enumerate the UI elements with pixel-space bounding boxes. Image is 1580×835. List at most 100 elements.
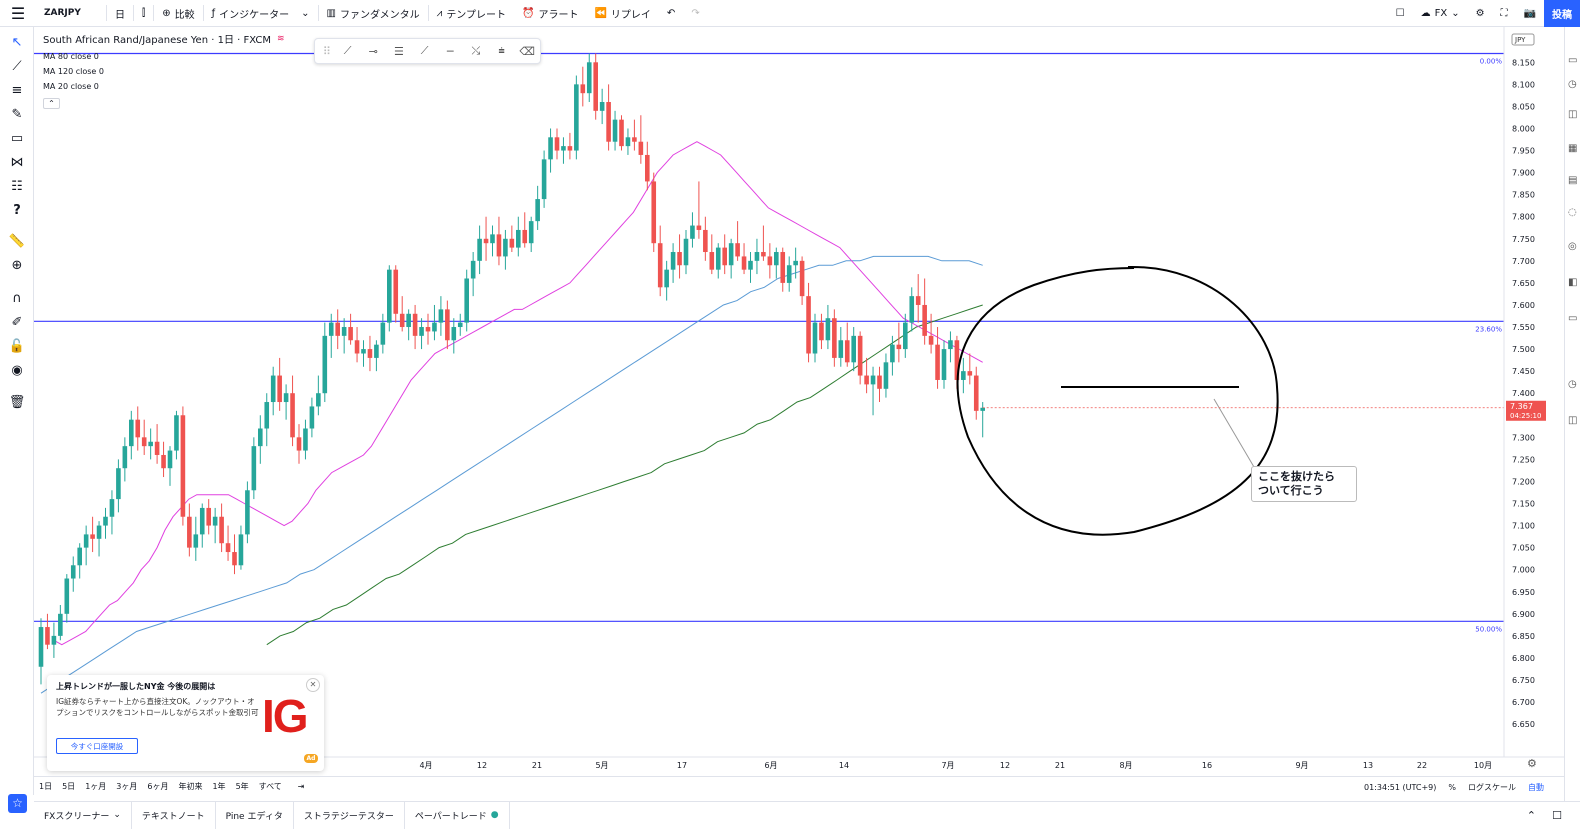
candle-body: [277, 375, 282, 403]
calendar-icon[interactable]: ▤: [1568, 175, 1578, 186]
panel-collapse-icon[interactable]: ⌃: [1526, 808, 1536, 822]
replay-button[interactable]: ⏪ リプレイ: [586, 0, 658, 27]
question-icon[interactable]: ?: [13, 202, 21, 218]
eraser-icon[interactable]: ⌫: [519, 44, 535, 58]
candle-body: [535, 199, 540, 222]
fib-icon[interactable]: ≡: [11, 82, 23, 98]
undo-button[interactable]: ↶: [659, 0, 683, 27]
compare-button[interactable]: ⊕ 比較: [154, 0, 202, 27]
trash-icon[interactable]: 🗑: [8, 394, 26, 410]
legend-ma120[interactable]: MA 120 close 0: [43, 67, 104, 76]
path-icon[interactable]: ⤯: [471, 44, 481, 57]
drag-handle-icon[interactable]: ⠿: [322, 44, 331, 58]
tab-text-notes[interactable]: テキストノート: [132, 801, 216, 829]
watchlist-icon[interactable]: ▭: [1568, 55, 1578, 66]
streams-icon[interactable]: ◎: [1568, 241, 1577, 252]
range-ytd[interactable]: 年初来: [178, 782, 203, 791]
brush-icon[interactable]: ✎: [11, 106, 23, 122]
fundamentals-button[interactable]: ▥ ファンダメンタル: [319, 0, 428, 27]
zoom-icon[interactable]: ⊕: [11, 257, 23, 273]
range-all[interactable]: すべて: [258, 782, 282, 791]
notifications-icon[interactable]: ◷: [1568, 379, 1577, 390]
candle-body: [122, 446, 128, 469]
panel-maximize-icon[interactable]: ☐: [1552, 808, 1562, 822]
tab-paper-trading[interactable]: ペーパートレード ●: [405, 801, 510, 829]
goto-date-icon[interactable]: ⇥: [297, 782, 305, 791]
price-chart[interactable]: 0.00%23.60%50.00% 8.2008.1508.1008.0508.…: [34, 27, 1564, 776]
candle-body: [367, 349, 373, 358]
open-account-button[interactable]: 今すぐ口座開設: [56, 738, 138, 754]
eye-icon[interactable]: ◉: [11, 362, 23, 378]
trendline-icon[interactable]: ⟋: [12, 58, 22, 74]
price-axis[interactable]: 8.2008.1508.1008.0508.0007.9507.9007.850…: [1503, 27, 1564, 776]
log-scale-toggle[interactable]: ログスケール: [1468, 782, 1516, 792]
candle-body: [677, 252, 682, 266]
time-tick-label: 12: [477, 761, 487, 770]
magnet-icon[interactable]: ∩: [12, 290, 22, 306]
range-5d[interactable]: 5日: [62, 782, 76, 791]
text-icon[interactable]: ▭: [10, 130, 24, 146]
range-5y[interactable]: 5年: [235, 782, 249, 791]
time-axis[interactable]: 4月 12 21 5月 17 6月 14 7月 12 21 8月 16 9月 13 22 10月: [34, 756, 1564, 770]
news-icon[interactable]: ▭: [1568, 313, 1578, 324]
horizontal-line-icon[interactable]: ─: [446, 44, 454, 58]
legend-ma80[interactable]: MA 80 close 0: [43, 52, 99, 61]
annotation-callout[interactable]: ここを抜けたら ついて行こう: [1251, 466, 1357, 502]
interval-button[interactable]: 日: [115, 9, 125, 21]
order-panel-icon[interactable]: ◫: [1568, 415, 1578, 426]
data-window-icon[interactable]: ◫: [1568, 109, 1578, 120]
candle-body: [174, 415, 179, 451]
chevron-down-icon: ⌄: [301, 7, 310, 19]
clock-time[interactable]: 01:34:51 (UTC+9): [1364, 782, 1437, 792]
auto-scale-toggle[interactable]: 自動: [1528, 782, 1544, 792]
annotations[interactable]: [956, 265, 1504, 536]
post-button[interactable]: 投稿: [1544, 0, 1580, 27]
snapshot-button[interactable]: 📷: [1516, 0, 1544, 27]
legend-collapse-button[interactable]: ⌃: [43, 98, 60, 109]
range-1y[interactable]: 1年: [212, 782, 226, 791]
star-icon[interactable]: ☆: [8, 794, 27, 813]
axis-settings-icon[interactable]: ⚙: [1527, 757, 1537, 770]
percent-toggle[interactable]: %: [1448, 782, 1456, 792]
range-1d[interactable]: 1日: [39, 782, 53, 791]
legend-ma20[interactable]: MA 20 close 0: [43, 82, 99, 91]
ruler-icon[interactable]: 📏: [8, 233, 26, 249]
ad-banner[interactable]: 上昇トレンドが一服したNY金 今後の展開は IG証券ならチャート上から直接注文O…: [47, 675, 324, 771]
fib-retracement-lines[interactable]: 0.00% 23.60% 50.00%: [34, 52, 1504, 633]
pattern-icon[interactable]: ⋈: [10, 154, 24, 170]
tab-strategy-tester[interactable]: ストラテジーテスター: [294, 801, 405, 829]
horizontal-ray-icon[interactable]: ⊸: [368, 44, 378, 58]
cloud-save-button[interactable]: ☁ FX ⌄: [1413, 0, 1468, 27]
chart-type-button[interactable]: ⫿: [134, 0, 153, 27]
range-3m[interactable]: 3ヶ月: [116, 782, 138, 791]
ray-icon[interactable]: ⟋: [420, 44, 429, 57]
candle-body: [657, 243, 663, 288]
templates-button[interactable]: ⩘ テンプレート: [429, 0, 514, 27]
chat-icon[interactable]: ◧: [1568, 277, 1578, 288]
templates-label: テンプレート: [446, 9, 507, 21]
lock-icon[interactable]: 🔓: [8, 338, 26, 354]
lock-draw-icon[interactable]: ✐: [11, 314, 23, 330]
tab-pine-editor[interactable]: Pine エディタ: [216, 801, 294, 829]
close-icon[interactable]: ✕: [306, 678, 320, 692]
ideas-icon[interactable]: ◌: [1568, 207, 1577, 218]
tab-fx-screener[interactable]: FXスクリーナー ⌄: [34, 801, 132, 829]
settings-button[interactable]: ⚙: [1468, 0, 1493, 27]
range-6m[interactable]: 6ヶ月: [147, 782, 169, 791]
fib-channel-icon[interactable]: ☰: [393, 44, 404, 58]
trend-line-icon[interactable]: ⟋: [343, 44, 352, 57]
redo-button[interactable]: ↷: [683, 0, 707, 27]
indicators-button[interactable]: ƒ インジケーター ⌄: [204, 0, 318, 27]
ruler-line-icon[interactable]: ⩧: [498, 44, 505, 57]
cursor-icon[interactable]: ↖: [11, 34, 23, 50]
candle-body: [354, 340, 360, 354]
fullscreen-button[interactable]: ⛶: [1493, 0, 1516, 27]
range-1m[interactable]: 1ヶ月: [85, 782, 107, 791]
hotlist-icon[interactable]: ▦: [1568, 143, 1578, 154]
alert-icon[interactable]: ◷: [1568, 79, 1577, 90]
forecast-icon[interactable]: ☷: [11, 178, 23, 194]
layout-button[interactable]: ☐: [1388, 0, 1413, 27]
alert-button[interactable]: ⏰ アラート: [514, 0, 586, 27]
symbol-search[interactable]: ZARJPY: [44, 8, 81, 18]
menu-icon[interactable]: ☰: [10, 3, 26, 23]
